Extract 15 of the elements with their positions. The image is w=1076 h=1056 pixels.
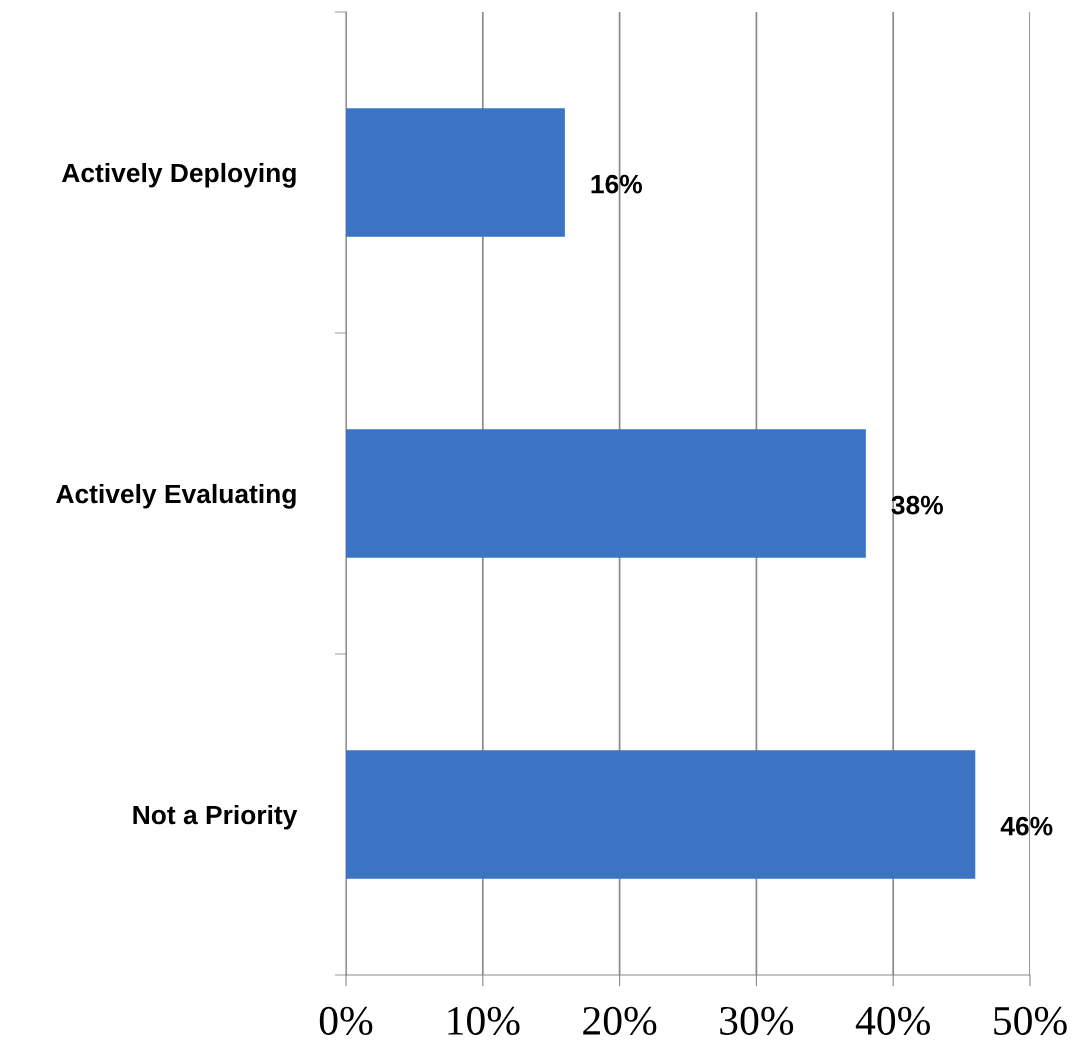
y-tick-label: Actively Deploying bbox=[61, 162, 296, 188]
x-tick-label: 20% bbox=[583, 1006, 657, 1036]
y-tick-label: Actively Evaluating bbox=[56, 483, 296, 509]
x-tick-label: 0% bbox=[319, 1006, 373, 1036]
data-label: 46% bbox=[1000, 816, 1053, 836]
x-tick-label: 40% bbox=[855, 1006, 930, 1036]
bar bbox=[346, 750, 976, 879]
x-tick-label: 10% bbox=[448, 1006, 520, 1036]
data-label: 16% bbox=[591, 174, 642, 194]
bar bbox=[346, 108, 565, 237]
x-tick-label: 30% bbox=[720, 1006, 794, 1036]
x-tick-label: 50% bbox=[994, 1006, 1067, 1036]
data-label: 38% bbox=[891, 495, 943, 515]
bar bbox=[346, 429, 866, 558]
y-tick-label: Not a Priority bbox=[133, 804, 298, 830]
